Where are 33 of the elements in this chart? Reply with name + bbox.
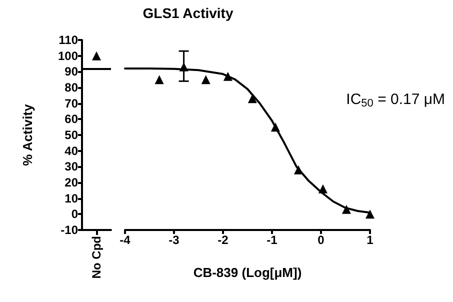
point	[179, 62, 188, 72]
x-tick-label: 0	[318, 233, 325, 247]
y-tick-label: 100	[58, 48, 78, 63]
y-axis-title: % Activity	[20, 103, 35, 166]
y-tick-label: 110	[58, 33, 78, 47]
point	[154, 75, 164, 84]
x-tick-label: -1	[266, 233, 278, 247]
point	[342, 204, 351, 214]
y-tick-label: 60	[64, 112, 78, 126]
y-tick-label: 30	[64, 160, 78, 174]
x-tick-label: -4	[120, 233, 131, 247]
x-tick-label: -2	[218, 233, 229, 247]
y-tick-label: -10	[60, 223, 78, 237]
x-tick-label: -3	[168, 233, 180, 247]
point	[366, 210, 374, 219]
point	[318, 184, 328, 194]
x-tick-label: 1	[366, 233, 374, 247]
y-tick-label: 40	[64, 144, 78, 158]
point	[248, 94, 257, 104]
y-tick-label: 20	[64, 176, 78, 190]
point	[270, 122, 280, 132]
y-tick-label: 0	[71, 207, 78, 222]
point	[294, 165, 303, 174]
x-tick-label: No Cpd	[90, 236, 104, 279]
y-tick-label: 10	[64, 191, 78, 206]
y-tick-label: 70	[64, 96, 78, 110]
x-axis-title: CB-839 (Log[μM])	[193, 265, 302, 280]
y-tick-label: 50	[64, 128, 78, 142]
y-tick-label: 80	[64, 80, 78, 94]
chart-title: GLS1 Activity	[142, 5, 234, 21]
y-tick-label: 90	[64, 64, 78, 79]
point	[223, 72, 232, 81]
point	[201, 75, 210, 84]
